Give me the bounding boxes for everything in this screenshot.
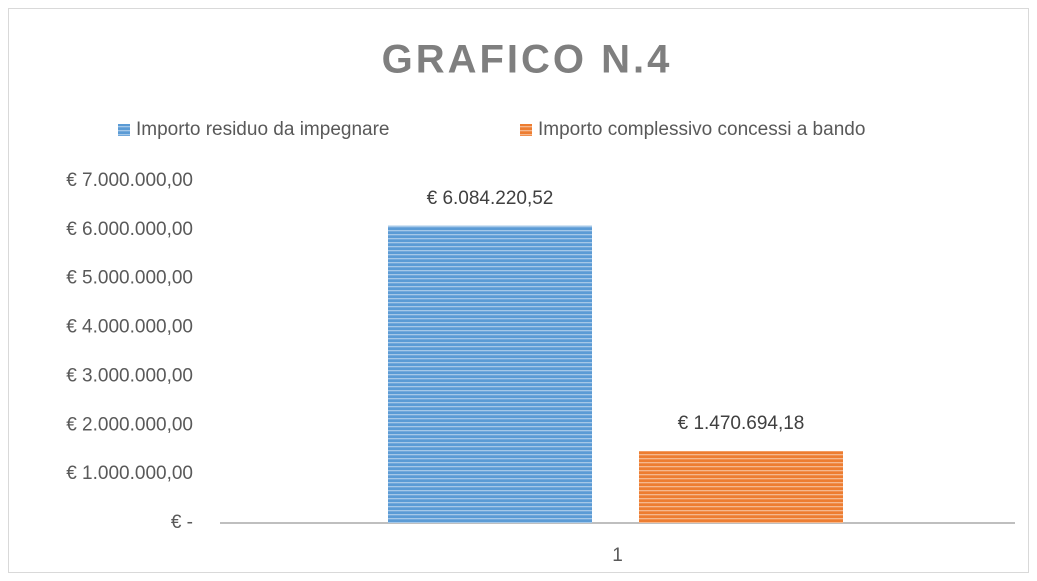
y-tick-label: € 1.000.000,00 <box>66 463 193 484</box>
bar <box>639 451 843 523</box>
y-tick-label: € 2.000.000,00 <box>66 414 193 435</box>
y-tick-label: € 7.000.000,00 <box>66 170 193 191</box>
legend-swatch <box>520 124 532 136</box>
legend-label: Importo residuo da impegnare <box>136 119 389 140</box>
y-tick-label: € 4.000.000,00 <box>66 317 193 338</box>
legend-label: Importo complessivo concessi a bando <box>538 119 865 140</box>
legend-swatch <box>118 124 130 136</box>
x-tick-label: 1 <box>612 545 623 566</box>
data-label: € 1.470.694,18 <box>678 413 805 434</box>
chart-title: GRAFICO N.4 <box>382 38 673 82</box>
y-tick-label: € 5.000.000,00 <box>66 268 193 289</box>
data-label: € 6.084.220,52 <box>427 188 554 209</box>
bar <box>388 225 592 523</box>
y-tick-label: € 3.000.000,00 <box>66 365 193 386</box>
y-tick-label: € 6.000.000,00 <box>66 219 193 240</box>
y-tick-label: € - <box>171 512 193 533</box>
